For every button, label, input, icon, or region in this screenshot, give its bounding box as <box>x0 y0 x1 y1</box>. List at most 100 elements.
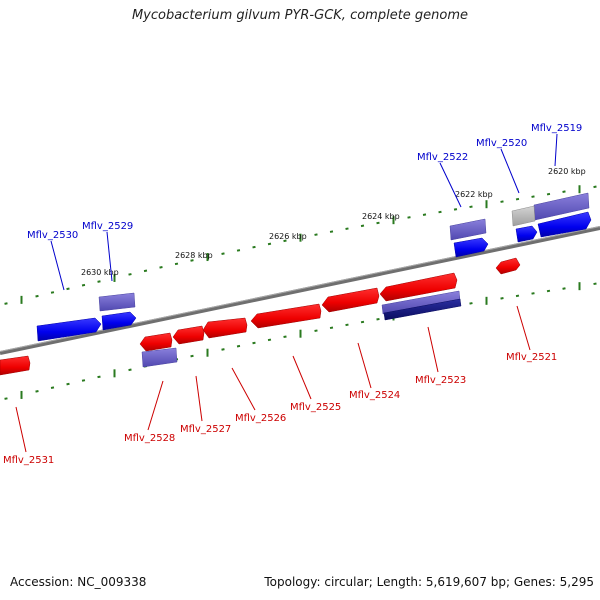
tick-mark-inner <box>236 344 241 348</box>
tick-mark-outer <box>345 227 349 230</box>
gene-mflv-2521-reverse[interactable] <box>495 257 521 275</box>
gene-label-mflv-2524[interactable]: Mflv_2524 <box>349 390 400 401</box>
tick-mark-outer <box>35 294 39 298</box>
tick-mark-outer <box>360 224 365 228</box>
tick-mark-outer <box>469 205 473 209</box>
tick-mark-outer <box>500 200 504 203</box>
tick-mark-outer <box>66 287 70 291</box>
tick-mark-inner <box>81 379 86 382</box>
kbp-label-2626: 2626 kbp <box>269 232 307 241</box>
tick-mark-inner <box>562 287 566 290</box>
kbp-label-2624: 2624 kbp <box>362 212 400 221</box>
tick-mark-outer <box>283 239 287 243</box>
gene-label-mflv-2528[interactable]: Mflv_2528 <box>124 433 175 444</box>
tick-mark-inner <box>267 338 272 342</box>
tick-mark-inner <box>4 397 8 400</box>
gene-mflv-2529-forward[interactable] <box>101 311 137 331</box>
tick-mark-outer <box>422 213 427 216</box>
gene-label-mflv-2520[interactable]: Mflv_2520 <box>476 138 527 149</box>
feature-mflv-2529[interactable] <box>98 292 136 312</box>
tick-mark-inner <box>283 335 287 339</box>
tick-mark-inner <box>469 302 473 305</box>
tick-mark-inner <box>66 382 70 386</box>
gene-mflv-2523-reverse[interactable] <box>379 272 458 302</box>
gene-label-mflv-2527[interactable]: Mflv_2527 <box>180 424 231 435</box>
gene-label-mflv-2525[interactable]: Mflv_2525 <box>290 402 341 413</box>
tick-mark-outer <box>546 192 551 196</box>
tick-mark-outer <box>221 252 225 255</box>
tick-mark-inner <box>515 294 520 298</box>
gene-label-mflv-2526[interactable]: Mflv_2526 <box>235 413 286 424</box>
tick-mark-outer <box>515 197 520 201</box>
tick-mark-outer <box>531 195 535 198</box>
topology-label: Topology: circular; Length: 5,619,607 bp… <box>264 575 594 589</box>
gene-mflv-2524-reverse[interactable] <box>321 287 380 313</box>
tick-mark-outer <box>4 302 8 305</box>
tick-mark-inner <box>360 320 365 324</box>
tick-mark-outer <box>407 216 411 219</box>
tick-mark-inner <box>376 317 380 321</box>
feature-mflv-2523-lower[interactable] <box>383 298 462 321</box>
tick-mark-outer <box>453 208 458 211</box>
gene-mflv-2522-forward[interactable] <box>453 237 489 258</box>
tick-mark-outer <box>329 230 334 233</box>
kbp-label-2622: 2622 kbp <box>455 190 493 199</box>
gene-mflv-2519-forward[interactable] <box>537 211 592 238</box>
gene-mflv-2527-reverse[interactable] <box>172 325 205 345</box>
genome-backbone <box>0 226 600 355</box>
tick-mark-inner <box>314 329 318 332</box>
tick-mark-outer <box>267 242 272 246</box>
tick-row-inner <box>4 282 597 400</box>
tick-mark-outer <box>97 280 101 283</box>
kbp-label-2628: 2628 kbp <box>175 251 213 260</box>
tick-mark-inner <box>50 386 55 389</box>
tick-mark-outer <box>128 273 132 276</box>
tick-mark-outer <box>159 266 163 269</box>
tick-mark-inner <box>221 348 225 351</box>
feature-mflv-2528[interactable] <box>141 347 178 368</box>
accession-label: Accession: NC_009338 <box>10 575 147 589</box>
tick-mark-outer <box>236 249 241 252</box>
tick-mark-inner <box>97 375 101 379</box>
gene-label-mflv-2519[interactable]: Mflv_2519 <box>531 123 582 134</box>
tick-mark-inner <box>500 297 504 300</box>
gene-mflv-2525-reverse[interactable] <box>250 303 322 329</box>
tick-mark-outer <box>438 210 442 214</box>
tick-mark-outer <box>174 262 179 266</box>
leader-lines <box>15 133 558 453</box>
gene-label-mflv-2530[interactable]: Mflv_2530 <box>27 230 78 241</box>
tick-mark-inner <box>593 282 597 286</box>
gene-label-mflv-2522[interactable]: Mflv_2522 <box>417 152 468 163</box>
gene-label-mflv-2523[interactable]: Mflv_2523 <box>415 375 466 386</box>
tick-mark-outer <box>562 190 566 193</box>
tick-mark-outer <box>190 259 194 262</box>
tick-mark-inner <box>546 289 551 293</box>
tick-row-outer <box>4 185 597 305</box>
feature-mflv-2520[interactable] <box>511 205 536 227</box>
tick-mark-outer <box>376 221 380 225</box>
tick-mark-outer <box>252 245 256 249</box>
kbp-label-2630: 2630 kbp <box>81 268 119 277</box>
gene-label-mflv-2521[interactable]: Mflv_2521 <box>506 352 557 363</box>
gene-label-mflv-2529[interactable]: Mflv_2529 <box>82 221 133 232</box>
gene-mflv-2526-reverse[interactable] <box>202 317 248 339</box>
gene-mflv-2530-forward[interactable] <box>36 317 102 342</box>
tick-mark-inner <box>329 326 334 330</box>
tick-mark-outer <box>593 185 597 189</box>
gene-mflv-2520-forward[interactable] <box>515 225 538 243</box>
tick-mark-inner <box>35 390 39 393</box>
tick-mark-outer <box>81 283 86 287</box>
gene-label-mflv-2531[interactable]: Mflv_2531 <box>3 455 54 466</box>
gene-mflv-2528-reverse[interactable] <box>139 332 173 352</box>
kbp-label-2620: 2620 kbp <box>548 167 586 176</box>
tick-mark-outer <box>50 291 55 294</box>
feature-mflv-2522[interactable] <box>449 218 487 241</box>
tick-mark-inner <box>128 368 132 372</box>
tick-mark-inner <box>345 323 349 327</box>
tick-mark-inner <box>531 292 535 295</box>
map-title: Mycobacterium gilvum PYR-GCK, complete g… <box>131 8 469 23</box>
tick-mark-outer <box>314 233 318 236</box>
gene-mflv-2531-reverse[interactable] <box>0 355 31 376</box>
tick-mark-inner <box>190 354 194 358</box>
